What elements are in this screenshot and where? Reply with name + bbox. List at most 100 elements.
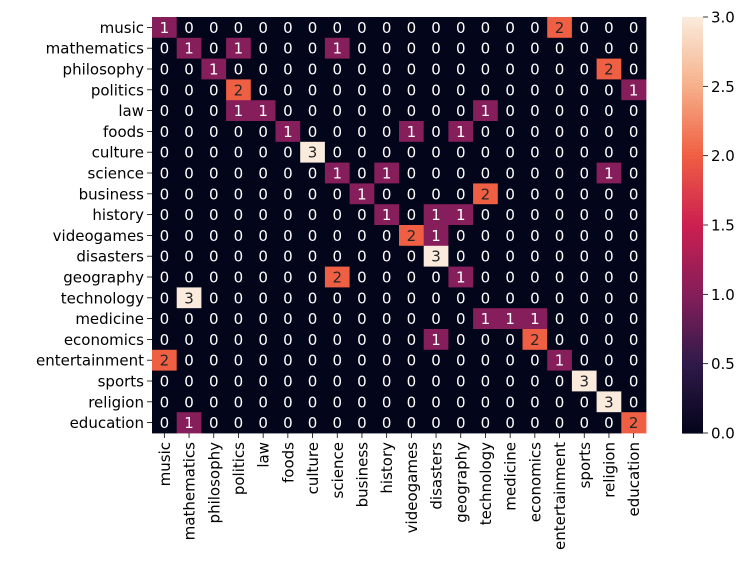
cell-value-label: 2: [160, 352, 170, 370]
heatmap-cell: [547, 266, 573, 288]
heatmap-cell: [374, 79, 400, 101]
heatmap-cell: [226, 204, 252, 226]
heatmap-cell: [275, 370, 301, 392]
cell-value-label: 2: [555, 19, 565, 37]
column-tick-label: entertainment: [551, 442, 569, 550]
cell-value-label: 0: [308, 393, 318, 411]
cell-value-label: 0: [456, 227, 466, 245]
cell-value-label: 1: [555, 352, 565, 370]
colorbar-segment: [682, 277, 703, 282]
heatmap-cell: [374, 204, 400, 226]
colorbar-segment: [682, 186, 703, 191]
cell-value-label: 0: [332, 289, 342, 307]
colorbar-segment: [682, 266, 703, 271]
heatmap-cell: [497, 100, 523, 122]
heatmap-cell: [547, 37, 573, 59]
heatmap-cell: [176, 329, 202, 351]
heatmap-cell: [423, 141, 449, 163]
cell-value-label: 0: [382, 310, 392, 328]
cell-value-label: 0: [382, 414, 392, 432]
heatmap-cell: [497, 58, 523, 80]
cell-value-label: 0: [160, 393, 170, 411]
cell-value-label: 0: [505, 393, 515, 411]
heatmap-cell: [275, 225, 301, 247]
heatmap-cell: [473, 349, 499, 371]
heatmap-cell: [448, 37, 474, 59]
heatmap-cell: [374, 17, 400, 39]
heatmap-cell: [324, 58, 350, 80]
heatmap-cell: [571, 58, 597, 80]
cell-value-label: 0: [209, 81, 219, 99]
cell-value-label: 0: [332, 227, 342, 245]
cell-value-label: 0: [283, 289, 293, 307]
colorbar-segment: [682, 114, 703, 119]
cell-value-label: 0: [258, 123, 268, 141]
colorbar-segment: [682, 325, 703, 330]
heatmap-cell: [571, 412, 597, 434]
cell-value-label: 0: [579, 144, 589, 162]
colorbar: [682, 17, 703, 434]
heatmap-cell: [448, 58, 474, 80]
heatmap-cell: [497, 391, 523, 413]
cell-value-label: 0: [505, 269, 515, 287]
cell-value-label: 1: [481, 310, 491, 328]
heatmap-cell: [176, 121, 202, 143]
cell-value-labels: 1 0 0 0 0 0 0 0 0 0 0 0 0 0 0 0 2 0 0 00 1 0 1 0 0 0 1 0 0 0 0 0 0 0 0 0 0 0 0…: [160, 19, 639, 432]
cell-value-label: 1: [332, 40, 342, 58]
cell-value-label: 0: [579, 248, 589, 266]
cell-value-label: 0: [209, 144, 219, 162]
row-tick-label: business: [79, 185, 145, 203]
heatmap-cell: [399, 391, 425, 413]
cell-value-label: 0: [481, 144, 491, 162]
colorbar-segment: [682, 44, 703, 49]
cell-value-label: 0: [357, 144, 367, 162]
cell-value-label: 0: [308, 19, 318, 37]
heatmap-cell: [423, 391, 449, 413]
heatmap-cell: [497, 79, 523, 101]
cell-value-label: 0: [555, 331, 565, 349]
heatmap-cells: [152, 17, 647, 434]
cell-value-label: 0: [629, 61, 639, 79]
colorbar-segment: [682, 283, 703, 288]
cell-value-label: 0: [555, 40, 565, 58]
cell-value-label: 0: [431, 81, 441, 99]
colorbar-segment: [682, 37, 703, 42]
cell-value-label: 0: [530, 61, 540, 79]
cell-value-label: 1: [184, 414, 194, 432]
colorbar-segment: [682, 384, 703, 389]
cell-value-label: 0: [481, 227, 491, 245]
heatmap-cell: [621, 141, 647, 163]
cell-value-label: 0: [332, 248, 342, 266]
cell-value-label: 0: [431, 40, 441, 58]
colorbar-segment: [682, 394, 703, 399]
heatmap-cell: [324, 183, 350, 205]
cell-value-label: 0: [308, 269, 318, 287]
cell-value-label: 0: [160, 227, 170, 245]
heatmap-cell: [547, 225, 573, 247]
heatmap-cell: [349, 79, 375, 101]
heatmap-cell: [448, 329, 474, 351]
heatmap-cell: [448, 308, 474, 330]
colorbar-segment: [682, 360, 703, 365]
colorbar-segment: [682, 370, 703, 375]
cell-value-label: 0: [234, 269, 244, 287]
column-tick-label: mathematics: [181, 442, 199, 541]
heatmap-cell: [571, 370, 597, 392]
heatmap-cell: [374, 162, 400, 184]
cell-value-label: 0: [456, 393, 466, 411]
cell-value-label: 0: [481, 393, 491, 411]
heatmap-cell: [201, 370, 227, 392]
cell-value-label: 0: [209, 310, 219, 328]
cell-value-label: 0: [481, 81, 491, 99]
cell-value-label: 0: [357, 206, 367, 224]
cell-value-label: 0: [555, 248, 565, 266]
heatmap-cell: [547, 329, 573, 351]
colorbar-tick-labels: 0.0 0.5 1.0 1.5 2.0 2.5 3.0: [703, 9, 735, 443]
heatmap-cell: [621, 329, 647, 351]
cell-value-label: 0: [160, 185, 170, 203]
heatmap-cell: [547, 391, 573, 413]
cell-value-label: 0: [579, 123, 589, 141]
cell-value-label: 0: [209, 227, 219, 245]
cell-value-label: 0: [456, 310, 466, 328]
heatmap-cell: [324, 37, 350, 59]
